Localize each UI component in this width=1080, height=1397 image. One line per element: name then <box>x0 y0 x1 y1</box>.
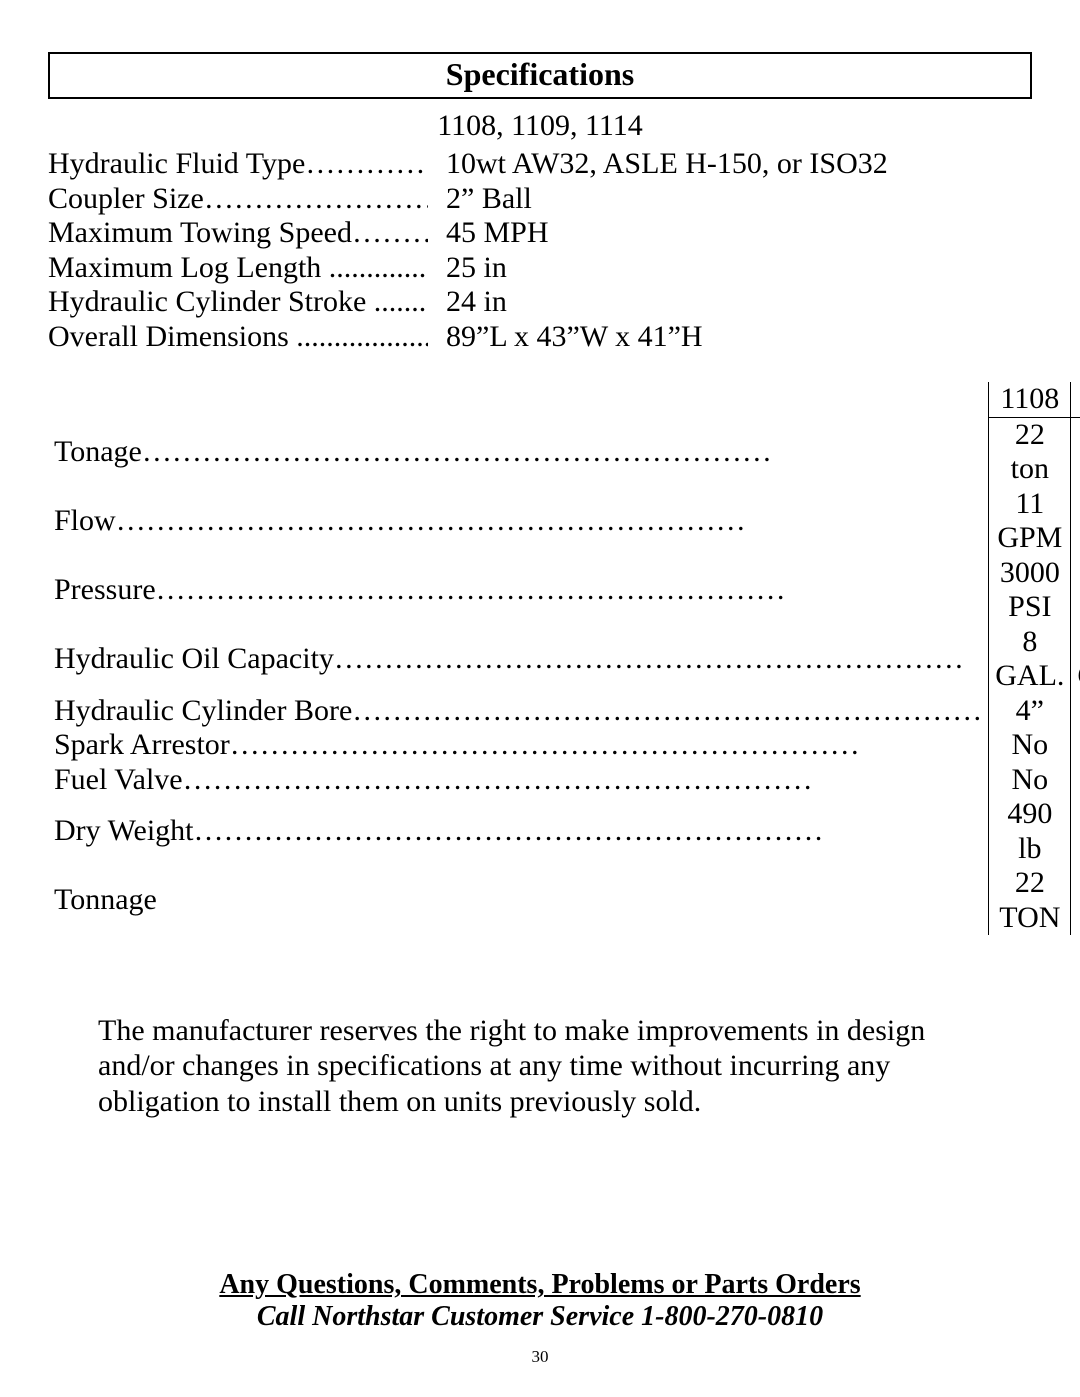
table-cell: 3000 PSI <box>989 556 1071 625</box>
table-row-label: Fuel Valve <box>48 763 989 798</box>
table-row-label: Spark Arrestor <box>48 728 989 763</box>
table-cell: 3500 PSI <box>1071 556 1080 625</box>
table-cell: 30 ton <box>1071 417 1080 487</box>
table-corner-blank <box>48 382 989 417</box>
table-cell: 490 lb <box>989 797 1071 866</box>
spec-row: Hydraulic Fluid Type10wt AW32, ASLE H-15… <box>48 147 1032 182</box>
spec-value: 24 in <box>428 285 507 320</box>
table-cell: 22 ton <box>989 417 1071 487</box>
table-row: Tonnage22 TON30 TON37 TON <box>48 866 1080 935</box>
footer-block: Any Questions, Comments, Problems or Par… <box>48 1269 1032 1333</box>
spec-row: Overall Dimensions89”L x 43”W x 41”H <box>48 320 1032 355</box>
table-row: Hydraulic Oil Capacity8 GAL.8.5 GAL.9 GA… <box>48 625 1080 694</box>
table-column-header: 1109 <box>1071 382 1080 417</box>
table-cell: No <box>989 728 1071 763</box>
table-row: Flow11 GPM11 GPM16 GPM <box>48 487 1080 556</box>
table-cell: 8.5 GAL. <box>1071 625 1080 694</box>
table-cell: 11 GPM <box>989 487 1071 556</box>
general-specs-list: Hydraulic Fluid Type10wt AW32, ASLE H-15… <box>48 147 1032 354</box>
table-row: Tonage22 ton30 ton37 ton <box>48 417 1080 487</box>
spec-value: 45 MPH <box>428 216 549 251</box>
comparison-table: 110811091114 Tonage22 ton30 ton37 tonFlo… <box>48 382 1080 935</box>
table-row-label: Dry Weight <box>48 797 989 866</box>
spec-row: Maximum Towing Speed45 MPH <box>48 216 1032 251</box>
page-number: 30 <box>0 1347 1080 1367</box>
table-row: Pressure3000 PSI3500 PSI3500 PSI <box>48 556 1080 625</box>
footer-call-line: Call Northstar Customer Service 1-800-27… <box>48 1301 1032 1333</box>
spec-value: 10wt AW32, ASLE H-150, or ISO32 <box>428 147 888 182</box>
spec-label: Maximum Towing Speed <box>48 216 428 251</box>
table-row-label: Tonnage <box>48 866 989 935</box>
table-row: Spark ArrestorNoNoYes <box>48 728 1080 763</box>
table-cell: 530 lb <box>1071 797 1080 866</box>
footer-questions: Any Questions, Comments, Problems or Par… <box>48 1269 1032 1301</box>
table-column-header: 1108 <box>989 382 1071 417</box>
table-row: Fuel ValveNoYesYes <box>48 763 1080 798</box>
spec-label: Hydraulic Cylinder Stroke <box>48 285 428 320</box>
spec-label: Hydraulic Fluid Type <box>48 147 428 182</box>
table-row: Dry Weight490 lb530 lb565 lb <box>48 797 1080 866</box>
spec-label: Coupler Size <box>48 182 428 217</box>
table-cell: 8 GAL. <box>989 625 1071 694</box>
section-heading: Specifications <box>48 52 1032 99</box>
table-row-label: Hydraulic Cylinder Bore <box>48 694 989 729</box>
table-cell: No <box>989 763 1071 798</box>
spec-row: Hydraulic Cylinder Stroke24 in <box>48 285 1032 320</box>
spec-value: 25 in <box>428 251 507 286</box>
table-cell: 11 GPM <box>1071 487 1080 556</box>
models-line: 1108, 1109, 1114 <box>48 109 1032 143</box>
spec-label: Overall Dimensions <box>48 320 428 355</box>
spec-row: Maximum Log Length25 in <box>48 251 1032 286</box>
table-cell: 22 TON <box>989 866 1071 935</box>
spec-row: Coupler Size2” Ball <box>48 182 1032 217</box>
table-row-label: Flow <box>48 487 989 556</box>
spec-value: 2” Ball <box>428 182 532 217</box>
spec-label: Maximum Log Length <box>48 251 428 286</box>
table-row: Hydraulic Cylinder Bore4”4.5”5” <box>48 694 1080 729</box>
table-cell: No <box>1071 728 1080 763</box>
table-cell: 30 TON <box>1071 866 1080 935</box>
table-row-label: Tonage <box>48 417 989 487</box>
spec-value: 89”L x 43”W x 41”H <box>428 320 703 355</box>
table-row-label: Hydraulic Oil Capacity <box>48 625 989 694</box>
table-cell: 4.5” <box>1071 694 1080 729</box>
table-row-label: Pressure <box>48 556 989 625</box>
disclaimer-text: The manufacturer reserves the right to m… <box>48 1013 1032 1119</box>
table-cell: Yes <box>1071 763 1080 798</box>
table-cell: 4” <box>989 694 1071 729</box>
